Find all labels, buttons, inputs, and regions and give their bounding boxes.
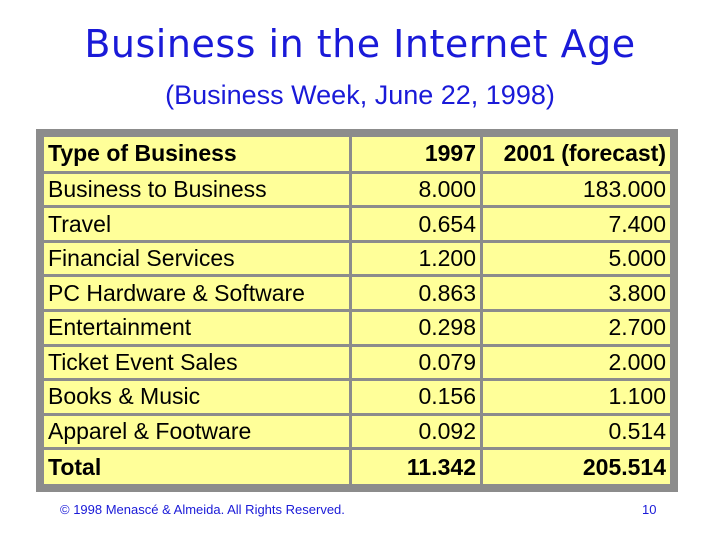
cell-2001: 3.800	[483, 277, 670, 309]
table-row: Books & Music 0.156 1.100	[44, 381, 670, 413]
data-table: Type of Business 1997 2001 (forecast) Bu…	[41, 134, 673, 487]
total-label: Total	[44, 450, 349, 484]
cell-type: PC Hardware & Software	[44, 277, 349, 309]
cell-type: Apparel & Footware	[44, 415, 349, 448]
table-row: Entertainment 0.298 2.700	[44, 311, 670, 344]
table-row: Ticket Event Sales 0.079 2.000	[44, 346, 670, 379]
cell-2001: 2.700	[483, 311, 670, 344]
table-row: PC Hardware & Software 0.863 3.800	[44, 277, 670, 309]
cell-1997: 0.863	[352, 277, 480, 309]
table-row: Apparel & Footware 0.092 0.514	[44, 415, 670, 448]
page-number: 10	[642, 502, 657, 517]
total-2001: 205.514	[483, 450, 670, 484]
header-type-of-business: Type of Business	[44, 137, 349, 171]
cell-2001: 5.000	[483, 242, 670, 275]
slide-subtitle: (Business Week, June 22, 1998)	[165, 80, 555, 110]
cell-type: Books & Music	[44, 381, 349, 413]
header-row: Type of Business 1997 2001 (forecast)	[44, 137, 670, 171]
cell-type: Travel	[44, 208, 349, 240]
cell-type: Business to Business	[44, 173, 349, 206]
table-row: Business to Business 8.000 183.000	[44, 173, 670, 206]
cell-2001: 2.000	[483, 346, 670, 379]
table-row: Travel 0.654 7.400	[44, 208, 670, 240]
cell-1997: 1.200	[352, 242, 480, 275]
cell-1997: 8.000	[352, 173, 480, 206]
cell-type: Entertainment	[44, 311, 349, 344]
total-1997: 11.342	[352, 450, 480, 484]
cell-2001: 1.100	[483, 381, 670, 413]
cell-2001: 183.000	[483, 173, 670, 206]
footer-copyright: © 1998 Menascé & Almeida. All Rights Res…	[60, 502, 345, 517]
total-row: Total 11.342 205.514	[44, 450, 670, 484]
cell-2001: 7.400	[483, 208, 670, 240]
cell-2001: 0.514	[483, 415, 670, 448]
header-1997: 1997	[352, 137, 480, 171]
header-2001-forecast: 2001 (forecast)	[483, 137, 670, 171]
cell-1997: 0.298	[352, 311, 480, 344]
slide-title: Business in the Internet Age	[84, 22, 636, 66]
cell-1997: 0.654	[352, 208, 480, 240]
cell-1997: 0.079	[352, 346, 480, 379]
cell-1997: 0.092	[352, 415, 480, 448]
table-row: Financial Services 1.200 5.000	[44, 242, 670, 275]
cell-type: Financial Services	[44, 242, 349, 275]
cell-1997: 0.156	[352, 381, 480, 413]
business-table: Type of Business 1997 2001 (forecast) Bu…	[36, 129, 678, 492]
cell-type: Ticket Event Sales	[44, 346, 349, 379]
